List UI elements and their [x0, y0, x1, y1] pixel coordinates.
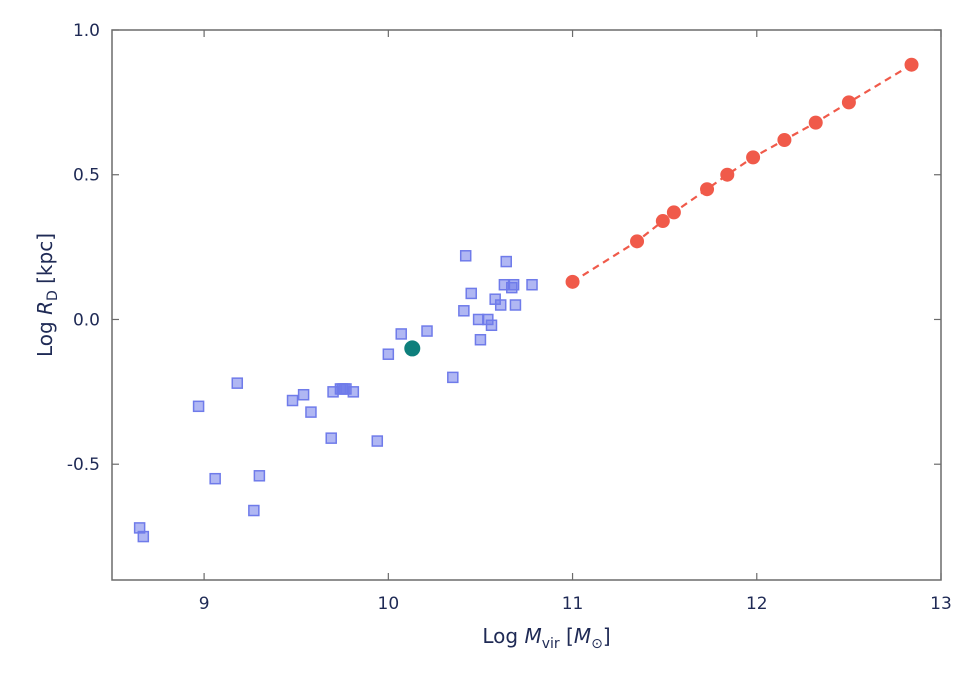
data-point — [474, 333, 487, 346]
data-point — [347, 386, 360, 398]
data-point — [209, 472, 221, 485]
data-point — [465, 287, 477, 300]
data-point — [746, 150, 761, 165]
x-tick-label: 13 — [930, 594, 952, 614]
data-point — [458, 305, 470, 317]
series-layer — [133, 57, 919, 543]
x-axis-title-open: [ — [560, 624, 574, 648]
data-point — [507, 278, 520, 291]
data-point — [500, 255, 512, 268]
y-tick-label: -0.5 — [67, 455, 100, 475]
x-axis-title-subscript: vir — [542, 636, 560, 652]
series-1 — [565, 57, 919, 289]
data-point — [404, 340, 421, 357]
data-point — [371, 435, 384, 447]
y-axis-title-suffix: [kpc] — [33, 233, 57, 290]
data-point — [666, 205, 681, 220]
y-axis-title-subscript: D — [45, 290, 61, 301]
x-tick-label: 11 — [562, 594, 584, 614]
data-point — [248, 504, 260, 517]
data-point — [526, 278, 538, 291]
ticks-layer: 9 10 11 12 13 -0.5 0.0 0.5 1.0 — [67, 21, 952, 614]
series-2 — [404, 340, 421, 357]
y-axis-title-variable: R — [33, 301, 57, 315]
data-point — [509, 299, 522, 311]
data-point — [382, 348, 395, 360]
data-point — [253, 470, 266, 482]
data-point — [630, 234, 645, 249]
data-point — [325, 432, 337, 444]
y-tick-label: 0.0 — [73, 310, 100, 330]
data-point — [459, 250, 472, 262]
series-0 — [133, 250, 538, 543]
x-axis-title-prefix: Log — [482, 624, 524, 648]
data-point — [904, 57, 919, 72]
data-point — [720, 167, 735, 182]
data-point — [494, 299, 507, 311]
data-point — [700, 182, 715, 197]
data-point — [231, 377, 244, 389]
data-point — [297, 388, 310, 401]
x-axis-title-variable: M — [524, 624, 541, 648]
data-point — [192, 400, 205, 413]
y-axis-title: Log RD [kpc] — [33, 233, 61, 357]
data-point — [395, 328, 407, 340]
series-line — [571, 63, 913, 283]
x-tick-label: 9 — [199, 594, 210, 614]
x-axis-title-unit: M — [574, 624, 591, 648]
data-point — [305, 406, 317, 418]
x-tick-label: 10 — [378, 594, 400, 614]
data-point — [655, 214, 670, 229]
plot-frame — [111, 29, 942, 581]
data-point — [447, 371, 459, 384]
data-point — [421, 325, 433, 337]
data-point — [841, 95, 856, 110]
x-tick-label: 12 — [746, 594, 768, 614]
x-axis-title-unit-subscript: ⊙ — [591, 636, 603, 652]
y-axis-title-prefix: Log — [33, 315, 57, 357]
data-point — [565, 274, 580, 289]
x-axis-title-close: ] — [603, 624, 611, 648]
y-tick-label: 0.5 — [73, 166, 100, 186]
y-tick-label: 1.0 — [73, 21, 100, 41]
data-point — [485, 319, 498, 332]
data-point — [286, 394, 299, 407]
data-point — [808, 115, 823, 130]
data-point — [777, 133, 792, 147]
x-axis-title: Log Mvir [M⊙] — [482, 624, 610, 652]
data-point — [137, 530, 150, 543]
